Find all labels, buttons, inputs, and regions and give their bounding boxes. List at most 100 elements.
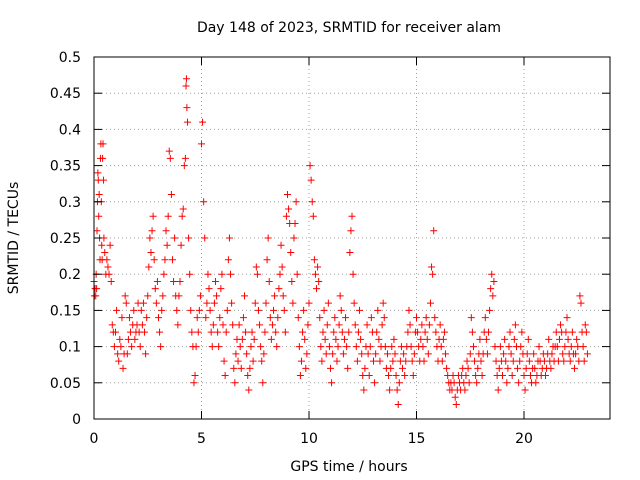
data-point: [166, 154, 174, 162]
data-point: [265, 277, 273, 285]
data-point: [237, 364, 245, 372]
data-point: [483, 350, 491, 358]
data-point: [136, 343, 144, 351]
data-point: [327, 364, 334, 372]
data-point: [192, 343, 200, 351]
data-point: [481, 314, 489, 322]
data-point: [399, 364, 407, 372]
data-point: [365, 372, 373, 380]
data-point: [532, 379, 540, 387]
data-point: [356, 306, 364, 314]
data-point: [337, 306, 345, 314]
data-point: [271, 292, 279, 300]
y-tick-label: 0.15: [50, 303, 81, 319]
data-point: [430, 227, 438, 235]
data-point: [364, 350, 372, 358]
data-point: [167, 191, 175, 199]
data-point: [432, 328, 440, 336]
data-point: [505, 343, 513, 351]
data-point: [315, 277, 323, 285]
data-point: [431, 314, 439, 322]
data-point: [371, 379, 379, 387]
data-point: [311, 270, 319, 278]
data-point: [476, 335, 484, 343]
data-point: [239, 314, 247, 322]
data-point: [331, 314, 339, 322]
data-point: [310, 256, 318, 264]
data-point: [104, 263, 112, 271]
data-point: [124, 335, 132, 343]
data-point: [225, 234, 233, 242]
data-point: [106, 241, 114, 249]
data-point: [119, 364, 127, 372]
data-point: [419, 343, 427, 351]
data-point: [494, 386, 502, 394]
data-point: [281, 328, 289, 336]
data-point: [164, 212, 172, 220]
data-point: [563, 314, 571, 322]
data-point: [414, 328, 422, 336]
data-point: [452, 401, 460, 409]
data-point: [464, 364, 472, 372]
data-point: [462, 372, 470, 380]
data-point: [502, 357, 510, 365]
data-point: [323, 321, 331, 329]
data-point: [295, 343, 303, 351]
data-point: [392, 372, 400, 380]
data-point: [99, 176, 107, 184]
y-tick-label: 0.1: [59, 340, 81, 356]
data-point: [486, 306, 494, 314]
data-point: [301, 335, 309, 343]
data-point: [422, 314, 430, 322]
data-point: [373, 328, 381, 336]
data-point: [149, 212, 157, 220]
data-point: [290, 234, 298, 242]
data-point: [404, 328, 412, 336]
data-point: [408, 357, 416, 365]
data-point: [501, 335, 509, 343]
data-point: [510, 335, 518, 343]
data-point: [332, 335, 340, 343]
data-point: [511, 321, 519, 329]
data-point: [530, 350, 538, 358]
data-point: [429, 270, 437, 278]
data-point: [260, 350, 268, 358]
data-point: [352, 343, 360, 351]
data-point: [288, 277, 296, 285]
data-point: [155, 314, 162, 322]
data-point: [426, 299, 434, 307]
data-point: [334, 343, 342, 351]
data-point: [357, 335, 365, 343]
data-point: [488, 270, 496, 278]
data-point: [131, 335, 139, 343]
data-point: [316, 314, 324, 322]
data-point: [181, 154, 189, 162]
data-point: [567, 343, 575, 351]
data-point: [353, 357, 361, 365]
data-point: [99, 154, 107, 162]
data-point: [390, 335, 398, 343]
data-point: [162, 227, 170, 235]
data-point: [151, 285, 159, 293]
data-point: [500, 350, 508, 358]
data-point: [118, 314, 126, 322]
data-point: [110, 343, 118, 351]
data-point: [320, 306, 328, 314]
data-point: [221, 372, 229, 380]
data-point: [282, 212, 290, 220]
data-point: [263, 256, 271, 264]
data-point: [244, 372, 252, 380]
data-point: [205, 285, 213, 293]
data-point: [506, 328, 514, 336]
data-point: [113, 306, 121, 314]
data-point: [576, 292, 584, 300]
data-point: [217, 285, 225, 293]
data-point: [535, 343, 543, 351]
data-point: [247, 343, 255, 351]
data-point: [138, 321, 146, 329]
data-point: [208, 343, 216, 351]
data-point: [175, 292, 183, 300]
data-point: [210, 299, 218, 307]
axis-ticks: 0 0.05 0.1 0.15 0.2 0.25 0.3 0.35 0.4 0.45 0.5 0 5 10…: [50, 50, 610, 447]
data-point: [191, 372, 199, 380]
